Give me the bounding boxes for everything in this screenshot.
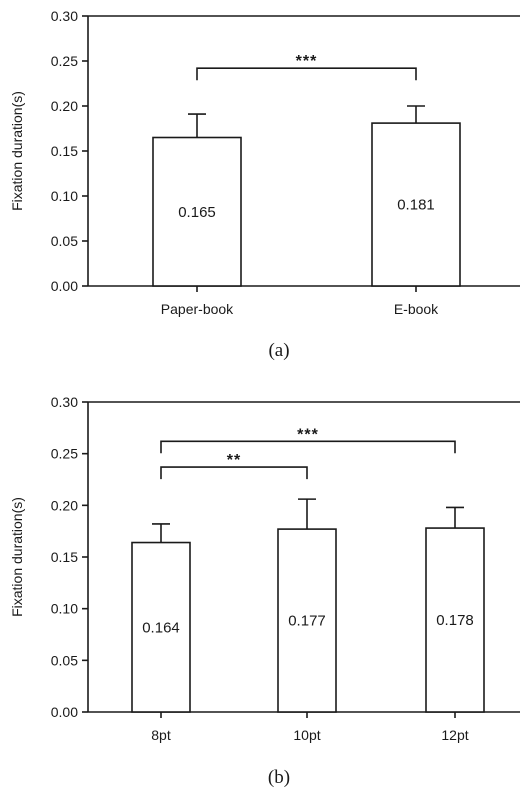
y-tick-label: 0.30 [51,394,78,410]
y-tick-label: 0.20 [51,98,78,114]
bar-value-label: 0.165 [178,204,216,221]
y-tick-label: 0.15 [51,549,78,565]
x-tick-label: E-book [394,301,439,317]
chart-panel-a: Fixation duration(s) (a) 0.00 0.05 0.10 0.1… [9,8,520,361]
bar-value-label: 0.177 [288,613,326,630]
panel-caption: (a) [268,340,289,361]
chart-panel-b: Fixation duration(s) (b) 0.00 0.05 0.10 0.1… [9,394,520,788]
bar-value-label: 0.164 [142,619,180,636]
y-tick-label: 0.05 [51,652,78,668]
y-tick-label: 0.25 [51,53,78,69]
bar-value-label: 0.178 [436,612,474,629]
bar-value-label: 0.181 [397,197,435,214]
x-tick-label: Paper-book [161,301,234,317]
x-tick-label: 12pt [441,727,468,743]
y-axis-title: Fixation duration(s) [9,91,25,211]
y-tick-label: 0.30 [51,8,78,24]
x-tick-label: 8pt [151,727,171,743]
y-tick-label: 0.00 [51,278,78,294]
significance-bracket [196,67,417,81]
y-axis-title: Fixation duration(s) [9,497,25,617]
y-tick-label: 0.05 [51,233,78,249]
significance-label: *** [297,426,319,443]
y-tick-label: 0.00 [51,704,78,720]
x-tick-label: 10pt [293,727,320,743]
panel-caption: (b) [268,767,290,788]
bar [425,527,485,713]
y-tick-label: 0.25 [51,446,78,462]
significance-label: ** [227,452,241,469]
significance-label: *** [296,53,318,70]
y-tick-label: 0.15 [51,143,78,159]
significance-bracket [160,440,456,454]
significance-bracket [160,466,308,480]
bar [131,541,191,713]
y-tick-label: 0.20 [51,497,78,513]
y-tick-label: 0.10 [51,601,78,617]
y-tick-label: 0.10 [51,188,78,204]
